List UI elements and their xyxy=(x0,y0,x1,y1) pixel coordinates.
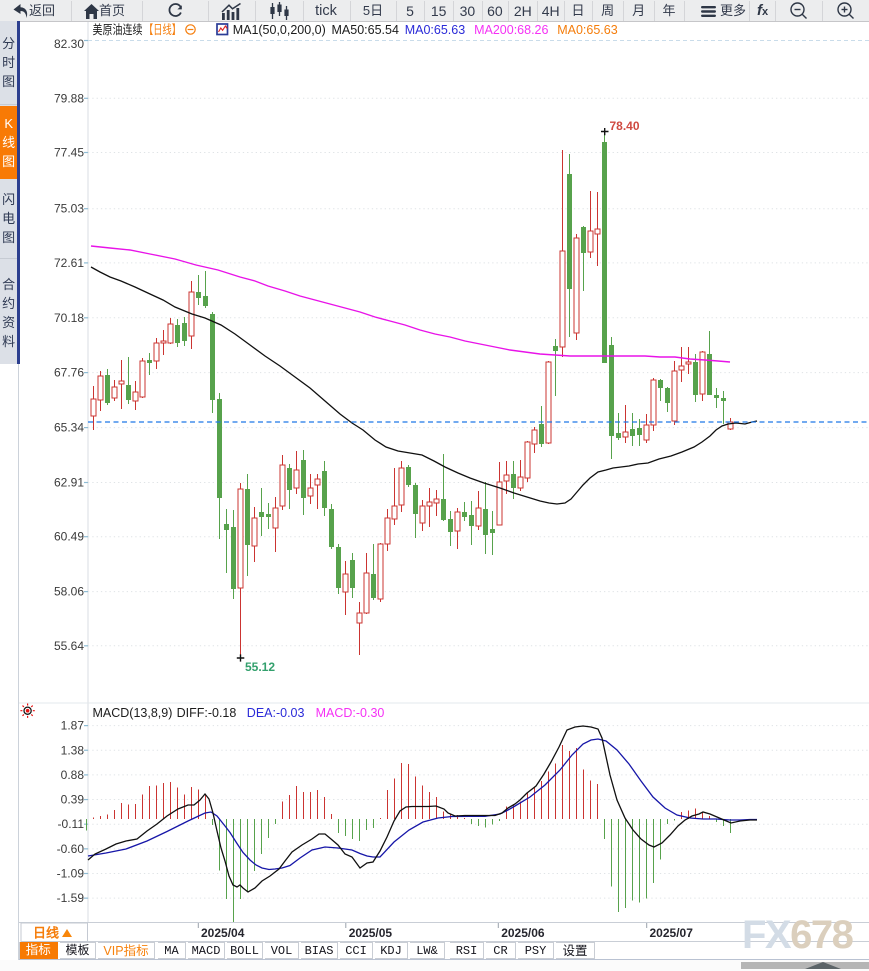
svg-text:-1.59: -1.59 xyxy=(57,891,85,905)
svg-text:0.88: 0.88 xyxy=(61,768,85,782)
svg-text:78.40: 78.40 xyxy=(610,119,640,133)
svg-text:60.49: 60.49 xyxy=(54,530,84,544)
svg-text:MA1(50,0,200,0): MA1(50,0,200,0) xyxy=(233,23,326,37)
svg-text:-1.09: -1.09 xyxy=(57,867,85,881)
svg-text:MA200:68.26: MA200:68.26 xyxy=(474,23,548,37)
svg-text:58.06: 58.06 xyxy=(54,585,84,599)
svg-text:MA50:65.54: MA50:65.54 xyxy=(332,23,399,37)
svg-text:0.39: 0.39 xyxy=(61,793,85,807)
svg-text:2025/06: 2025/06 xyxy=(501,926,545,940)
svg-text:62.91: 62.91 xyxy=(54,476,84,490)
svg-text:67.76: 67.76 xyxy=(54,366,84,380)
svg-text:72.61: 72.61 xyxy=(54,256,84,270)
svg-text:2025/04: 2025/04 xyxy=(201,926,245,940)
svg-text:1.38: 1.38 xyxy=(61,743,85,757)
svg-text:79.88: 79.88 xyxy=(54,91,84,105)
svg-text:55.64: 55.64 xyxy=(54,639,84,653)
svg-text:DIFF:-0.18: DIFF:-0.18 xyxy=(177,706,237,720)
svg-text:77.45: 77.45 xyxy=(54,146,84,160)
svg-text:美原油连续: 美原油连续 xyxy=(93,22,143,37)
svg-text:55.12: 55.12 xyxy=(245,660,275,674)
svg-text:75.03: 75.03 xyxy=(54,202,84,216)
svg-text:MACD(13,8,9): MACD(13,8,9) xyxy=(93,706,173,720)
svg-text:2025/07: 2025/07 xyxy=(650,926,694,940)
svg-text:-0.60: -0.60 xyxy=(57,842,85,856)
svg-text:MACD:-0.30: MACD:-0.30 xyxy=(316,706,385,720)
svg-text:MA0:65.63: MA0:65.63 xyxy=(557,23,618,37)
svg-text:【日线】: 【日线】 xyxy=(144,23,181,37)
svg-text:日线: 日线 xyxy=(33,926,59,941)
svg-text:DEA:-0.03: DEA:-0.03 xyxy=(247,706,305,720)
svg-text:82.30: 82.30 xyxy=(54,37,84,51)
svg-text:1.87: 1.87 xyxy=(61,719,85,733)
svg-text:70.18: 70.18 xyxy=(54,311,84,325)
svg-text:MA0:65.63: MA0:65.63 xyxy=(405,23,466,37)
svg-text:65.34: 65.34 xyxy=(54,421,84,435)
svg-text:-0.11: -0.11 xyxy=(58,817,85,831)
svg-text:2025/05: 2025/05 xyxy=(349,926,393,940)
